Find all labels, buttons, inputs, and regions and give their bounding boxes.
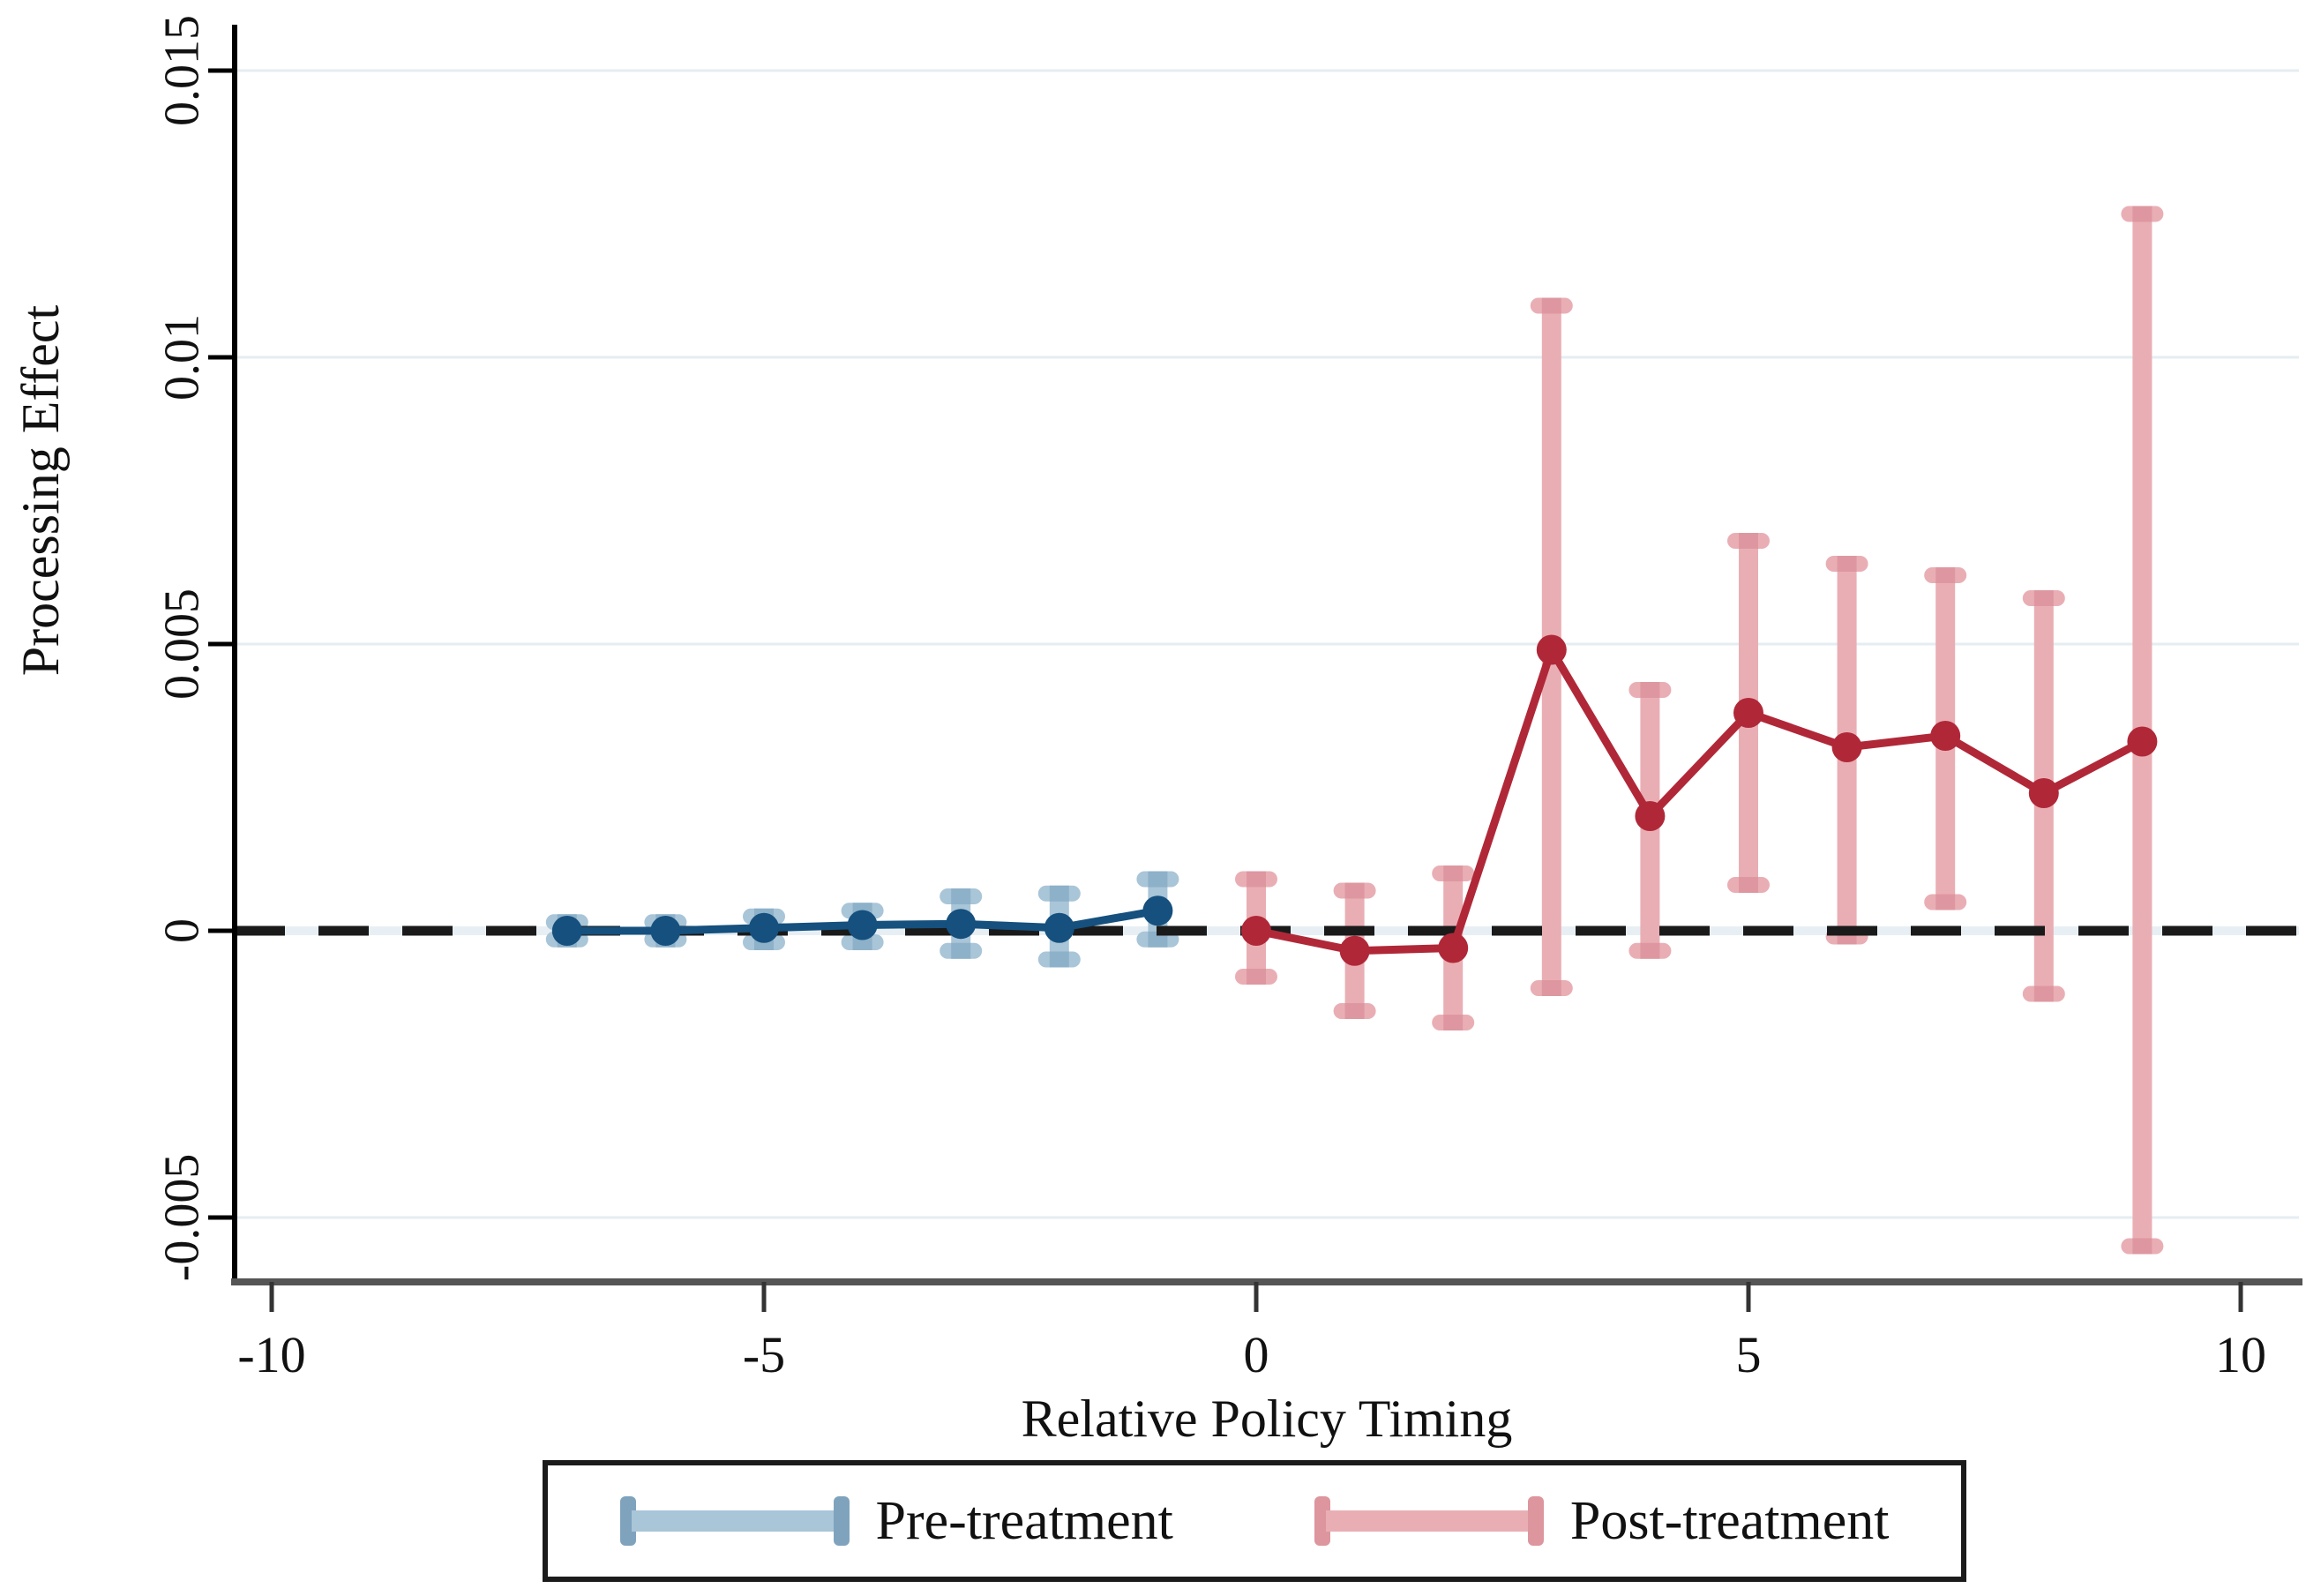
post-treatment-line (1255, 640, 2145, 955)
errorbar-cap-icon (1314, 1496, 1330, 1546)
ci-cap-core (1049, 951, 1069, 968)
ci-cap-core (1049, 885, 1069, 902)
post-treatment-point (1930, 721, 1961, 751)
legend-entry-post-treatment: Post-treatment (1314, 1490, 1890, 1553)
ci-cap-core (1247, 871, 1266, 888)
x-axis-title: Relative Policy Timing (1021, 1390, 1513, 1448)
confidence-intervals (545, 206, 2164, 1255)
y-tick-label: 0 (155, 918, 210, 943)
errorbar-cap-icon (619, 1496, 636, 1546)
x-tick-label: 5 (1736, 1326, 1762, 1383)
post-treatment-point (1339, 935, 1370, 966)
ci-cap-core (2033, 985, 2054, 1002)
post-treatment-point (1831, 732, 1862, 762)
pre-treatment-errorbar-swatch (619, 1496, 850, 1546)
post-treatment-errorbar-swatch (1314, 1496, 1544, 1546)
x-tick-label: -10 (237, 1326, 305, 1383)
x-axis-ticks: -10 -5 0 5 10 (237, 1282, 2266, 1383)
x-tick-label: 10 (2215, 1326, 2266, 1383)
ci-cap-core (1443, 1015, 1464, 1030)
ci-cap-core (1541, 297, 1561, 314)
post-treatment-point (1536, 634, 1567, 665)
y-tick-label: -0.005 (155, 1154, 210, 1282)
pre-treatment-point (749, 912, 779, 943)
ci-cap-core (1443, 865, 1464, 881)
y-tick-label: 0.005 (155, 588, 210, 700)
ci-cap-core (2033, 590, 2054, 606)
ci-cap-core (1344, 1003, 1365, 1019)
ci-cap-core (951, 942, 971, 959)
pre-treatment-point (1142, 895, 1173, 926)
ci-cap-core (2132, 206, 2153, 222)
legend: Pre-treatment Post-treatment (543, 1460, 1966, 1582)
post-treatment-point (1635, 801, 1666, 831)
post-treatment-point (1438, 933, 1469, 963)
ci-cap-core (1640, 682, 1660, 698)
post-treatment-point (1733, 698, 1763, 728)
ci-cap-core (1344, 882, 1365, 899)
ci-cap-core (1837, 556, 1857, 572)
ci-cap-core (951, 888, 971, 904)
ci-cap-core (1247, 969, 1266, 985)
x-tick-label: 0 (1244, 1326, 1269, 1383)
pre-treatment-point (1044, 912, 1074, 943)
point-estimates (551, 634, 2158, 966)
pre-treatment-point (650, 916, 681, 946)
pre-treatment-point (847, 910, 878, 940)
ci-cap-core (1739, 877, 1758, 893)
ci-cap-core (1640, 942, 1660, 959)
pre-treatment-point (551, 916, 582, 946)
pre-treatment-point (946, 909, 977, 940)
y-axis-title-text: Processing Effect (11, 304, 70, 677)
ci-cap-core (2132, 1238, 2153, 1255)
ci-cap-core (1935, 567, 1956, 583)
errorbar-shaft-icon (1325, 1510, 1532, 1532)
ci-cap-core (1739, 533, 1758, 549)
gridlines (235, 69, 2299, 1219)
errorbar-shaft-icon (631, 1510, 838, 1532)
errorbar-cap-icon (1527, 1496, 1544, 1546)
ci-cap-core (1935, 894, 1956, 910)
errorbar-cap-icon (833, 1496, 850, 1546)
y-tick-label: 0.01 (155, 314, 210, 401)
post-treatment-point (2127, 726, 2158, 757)
post-treatment-point (2028, 778, 2059, 808)
post-treatment-point (1241, 916, 1271, 946)
y-tick-label: 0.015 (155, 15, 210, 126)
y-axis-ticks: 0.015 0.01 0.005 0 -0.005 (155, 15, 235, 1281)
legend-label-post-treatment: Post-treatment (1569, 1490, 1890, 1551)
ci-cap-core (1148, 871, 1168, 888)
legend-label-pre-treatment: Pre-treatment (875, 1490, 1173, 1551)
ci-cap-core (1541, 980, 1561, 996)
legend-entry-pre-treatment: Pre-treatment (619, 1490, 1173, 1553)
x-tick-label: -5 (743, 1326, 785, 1383)
